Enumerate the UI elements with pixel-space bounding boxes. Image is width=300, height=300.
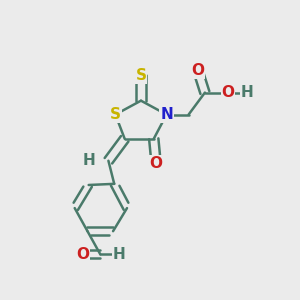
Text: N: N	[160, 107, 173, 122]
Text: O: O	[150, 155, 163, 170]
Text: O: O	[222, 85, 235, 100]
Text: H: H	[112, 247, 125, 262]
Text: H: H	[240, 85, 253, 100]
Text: S: S	[136, 68, 146, 83]
Text: O: O	[76, 247, 89, 262]
Text: S: S	[110, 107, 121, 122]
Text: O: O	[191, 63, 204, 78]
Text: H: H	[82, 153, 95, 168]
